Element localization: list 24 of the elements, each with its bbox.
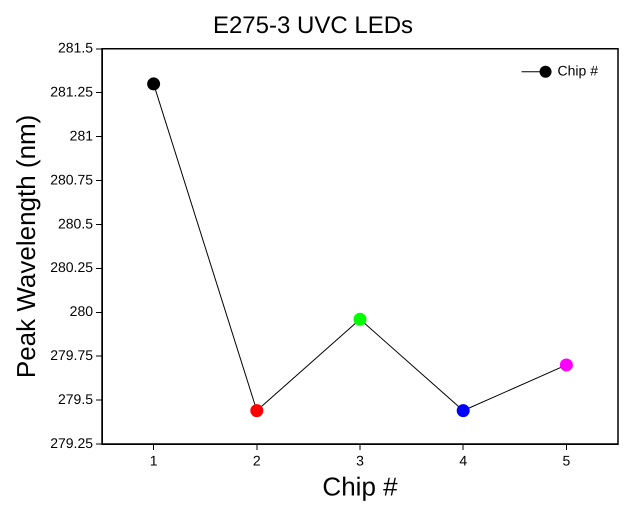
x-tick-label: 3 [356, 452, 364, 468]
point [456, 404, 470, 418]
legend-label: Chip # [558, 62, 598, 79]
y-tick-label: 280 [70, 303, 94, 320]
x-tick-label: 2 [252, 452, 261, 468]
chart-title: E275-3 UVC LEDs [212, 12, 414, 40]
y-tick-label: 281.5 [58, 40, 94, 56]
point [147, 77, 160, 90]
x-tick-label: 4 [459, 452, 468, 468]
x-axis-title: Chip # [322, 472, 398, 502]
point [354, 312, 367, 326]
x-tick-label: 1 [150, 452, 158, 468]
y-tick-label: 279.5 [58, 390, 94, 407]
y-tick-label: 279.75 [50, 347, 94, 364]
y-tick-label: 281.25 [50, 84, 94, 100]
point [250, 404, 264, 418]
y-tick-label: 280.25 [50, 259, 94, 276]
point [560, 358, 573, 372]
y-tick-label: 279.25 [50, 434, 94, 451]
x-tick-label: 5 [562, 452, 571, 468]
y-tick-label: 280.5 [58, 215, 94, 232]
y-tick-label: 280.75 [50, 171, 94, 188]
y-axis-title: Peak Wavelength (nm) [10, 114, 41, 378]
y-tick-label: 281 [70, 127, 94, 144]
